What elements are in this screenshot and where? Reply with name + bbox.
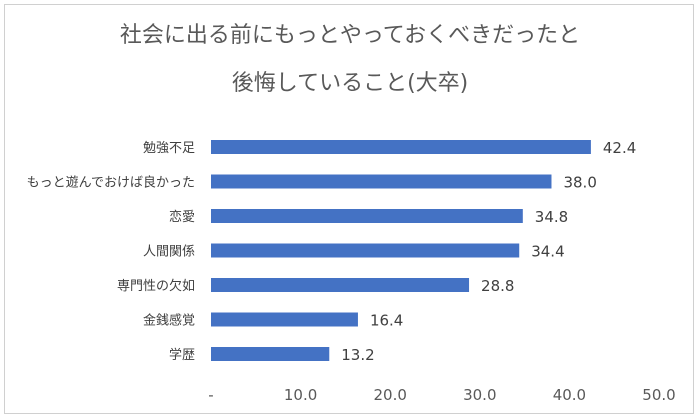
category-label: 人間関係 [143, 245, 195, 260]
bar [211, 209, 523, 223]
x-tick-label: 20.0 [373, 386, 406, 404]
category-label: 恋愛 [169, 209, 195, 225]
x-tick-label: 30.0 [463, 386, 496, 404]
x-tick-label: 40.0 [553, 386, 586, 404]
value-label: 13.2 [341, 346, 374, 364]
category-label: 勉強不足 [143, 141, 195, 156]
x-tick-label: - [208, 386, 213, 404]
value-label: 42.4 [603, 139, 636, 157]
value-label: 34.4 [531, 243, 564, 261]
category-label: 金銭感覚 [143, 313, 195, 329]
x-tick-label: 10.0 [284, 386, 317, 404]
category-label: 学歴 [169, 347, 195, 363]
bar [211, 174, 552, 189]
category-label: 専門性の欠如 [117, 278, 195, 294]
value-label: 16.4 [370, 312, 403, 330]
bars-layer [211, 140, 591, 361]
ticks-layer: - 10.0 20.0 30.0 40.0 50.0 [208, 386, 675, 404]
chart-title-line-2: 後悔していること(大卒) [231, 71, 469, 96]
value-label: 38.0 [563, 174, 596, 192]
bar [211, 278, 470, 292]
bar [211, 347, 330, 361]
bar [211, 243, 520, 258]
chart-title-line-1: 社会に出る前にもっとやっておくべきだったと [119, 23, 581, 48]
labels-layer: 勉強不足 42.4 もっと遊んでおけば良かった 38.0 恋愛 34.8 人間関係 34.4 専… [27, 139, 637, 364]
bar [211, 140, 591, 154]
x-tick-label: 50.0 [642, 386, 675, 404]
bar [211, 312, 358, 327]
value-label: 28.8 [481, 277, 514, 295]
category-label: もっと遊んでおけば良かった [27, 175, 195, 191]
value-label: 34.8 [535, 208, 568, 226]
